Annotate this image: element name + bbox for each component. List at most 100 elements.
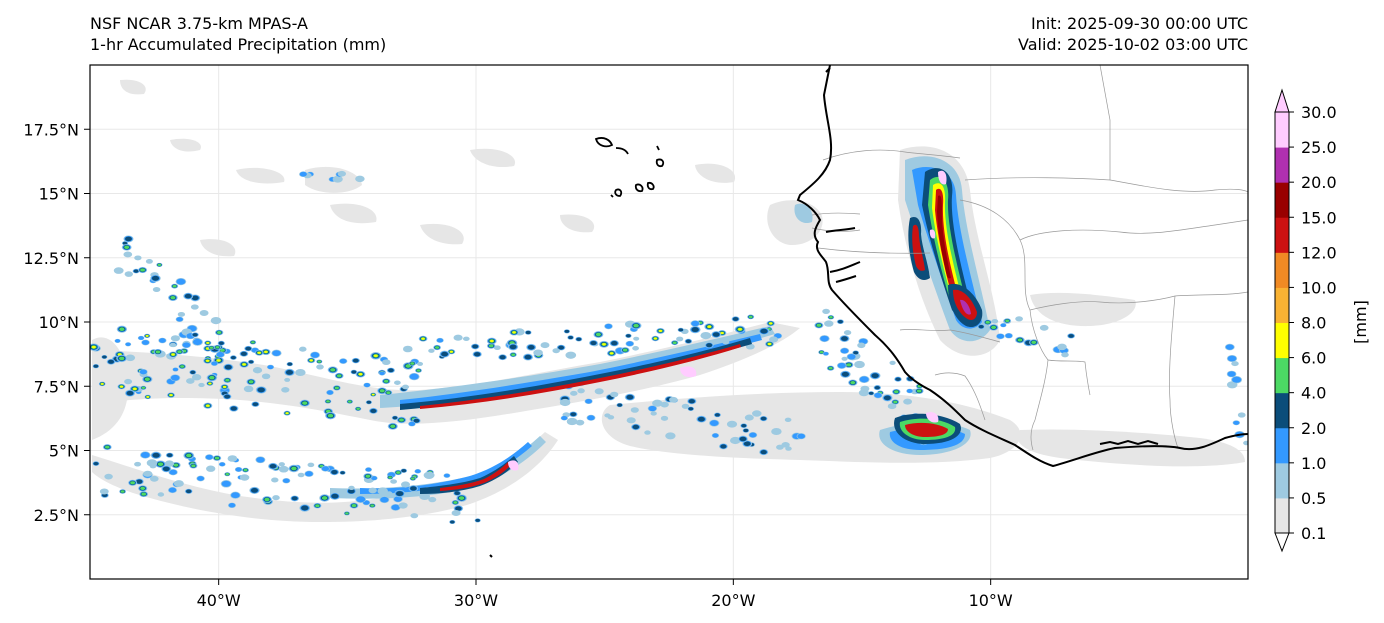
latitude-axis: 17.5°N 15°N 12.5°N 10°N 7.5°N 5°N 2.5°N <box>23 120 90 525</box>
precip-cell <box>186 378 195 384</box>
precip-cell <box>307 462 315 468</box>
precip-cell <box>235 467 242 472</box>
precip-cell <box>626 417 636 424</box>
precip-cell <box>331 469 338 475</box>
precip-cell <box>152 286 161 293</box>
precip-cell <box>216 331 222 334</box>
precip-cell <box>125 236 132 242</box>
precip-cell <box>191 374 202 381</box>
precip-cell <box>410 486 417 491</box>
precip-cell <box>134 461 142 467</box>
precip-cell <box>604 323 613 329</box>
precip-convective-cells <box>90 170 1248 525</box>
precip-cell <box>388 476 392 479</box>
precip-cell <box>401 469 407 473</box>
precip-cell <box>168 487 177 493</box>
precip-cell <box>363 383 371 388</box>
precip-cell <box>392 416 398 420</box>
precip-cell <box>365 467 372 472</box>
precip-cell <box>169 342 177 348</box>
colorbar-tick-label: 1.0 <box>1301 454 1326 473</box>
precip-cell <box>192 338 203 346</box>
precip-cell <box>396 471 401 474</box>
precip-cell <box>1057 343 1067 351</box>
precip-cell <box>436 338 444 343</box>
precip-cell <box>356 496 366 503</box>
precip-cell <box>379 389 385 393</box>
colorbar-segment <box>1275 217 1289 253</box>
precip-cell <box>602 343 606 346</box>
precip-cell <box>291 466 297 471</box>
precip-cell <box>566 417 578 426</box>
precip-cell <box>278 465 289 473</box>
precip-cell <box>271 477 279 483</box>
precip-cell <box>126 390 134 396</box>
precip-cell <box>781 441 790 448</box>
precip-cell <box>853 351 859 355</box>
precip-cell <box>285 370 294 375</box>
precip-cell <box>113 267 124 274</box>
precip-cell <box>840 348 849 354</box>
precip-west-shield <box>92 337 129 440</box>
precip-cell <box>632 346 639 351</box>
precip-cell <box>157 492 165 497</box>
precip-cell <box>339 358 347 364</box>
precip-cell <box>895 377 901 381</box>
precip-cell <box>396 491 404 497</box>
precip-north-ocean-patch-9 <box>200 239 236 257</box>
precip-cell <box>577 388 585 394</box>
precip-cell <box>186 453 192 458</box>
precip-cell <box>332 175 343 183</box>
precip-cell <box>190 370 196 374</box>
precip-cell <box>490 339 494 343</box>
precip-cell <box>410 362 415 365</box>
precip-cell <box>158 338 166 343</box>
precip-north-ocean-patch-2 <box>170 138 201 152</box>
precip-cell <box>214 456 220 460</box>
precip-cell <box>706 343 713 348</box>
precip-cell <box>1068 334 1074 338</box>
precip-cell <box>123 251 133 258</box>
colorbar-segment <box>1275 182 1289 218</box>
colorbar-segment <box>1275 322 1289 359</box>
precip-cell <box>371 393 375 396</box>
precip-cell <box>421 337 425 340</box>
precip-cell <box>1227 355 1237 362</box>
chart-title-left: NSF NCAR 3.75-km MPAS-A 1-hr Accumulated… <box>90 13 386 55</box>
precip-cell <box>297 472 305 478</box>
precip-cell <box>458 496 465 500</box>
precip-cell <box>124 245 130 249</box>
precip-cell <box>416 361 424 366</box>
precip-cell <box>688 407 694 411</box>
precip-cell <box>512 331 516 334</box>
precip-cell <box>752 410 762 417</box>
precip-cell <box>499 355 506 360</box>
precip-cell <box>206 341 210 344</box>
precip-cell <box>310 352 320 358</box>
precip-cell <box>169 394 173 397</box>
precip-cell <box>347 400 352 403</box>
precip-cell <box>99 488 109 495</box>
precip-cell <box>401 384 410 390</box>
precip-cell <box>1232 376 1242 383</box>
lat-tick-label: 2.5°N <box>34 506 79 525</box>
precip-cell <box>732 317 739 321</box>
precip-cell <box>760 450 767 455</box>
precip-cell <box>216 352 225 358</box>
precip-cell <box>291 496 298 501</box>
precip-cell <box>264 497 270 502</box>
precip-cell <box>488 344 494 348</box>
precip-cell <box>243 385 254 393</box>
precip-cell <box>760 328 768 334</box>
precip-cell <box>1031 340 1037 345</box>
precip-cell <box>383 379 389 383</box>
precip-cell <box>722 339 730 345</box>
precip-cell <box>769 322 773 325</box>
precip-cell <box>524 354 532 360</box>
precip-cell <box>140 452 150 458</box>
precip-cell <box>256 456 265 463</box>
colorbar-tick-label: 0.1 <box>1301 524 1326 543</box>
precip-cell <box>648 405 657 412</box>
precip-cell <box>819 350 824 354</box>
precip-cell <box>511 353 516 357</box>
